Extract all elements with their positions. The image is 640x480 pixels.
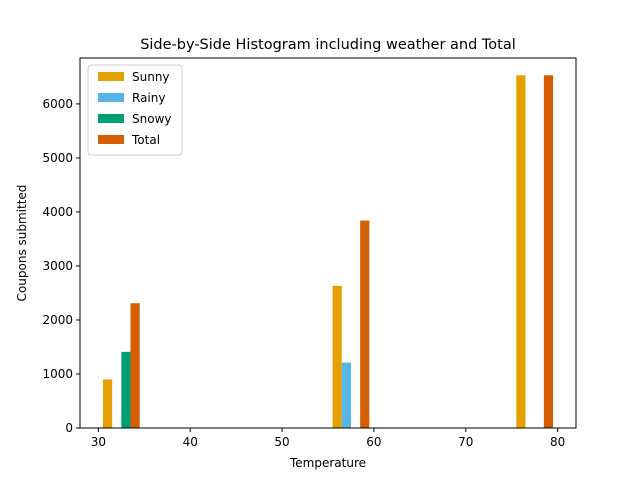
bar-snowy-0 xyxy=(121,351,131,428)
x-tick-label: 40 xyxy=(183,435,198,449)
x-tick-label: 30 xyxy=(91,435,106,449)
legend-swatch-snowy xyxy=(98,114,124,123)
x-axis-label: Temperature xyxy=(289,456,366,470)
legend-swatch-rainy xyxy=(98,93,124,102)
legend-label-rainy: Rainy xyxy=(132,91,165,105)
legend: Sunny Rainy Snowy Total xyxy=(87,64,183,156)
legend-swatch-total xyxy=(98,135,124,144)
y-tick-label: 2000 xyxy=(42,313,73,327)
bar-total-1 xyxy=(360,220,370,428)
legend-label-sunny: Sunny xyxy=(132,70,170,84)
chart-title: Side-by-Side Histogram including weather… xyxy=(140,37,516,53)
bar-rainy-0 xyxy=(341,362,351,428)
x-tick-label: 70 xyxy=(458,435,473,449)
y-tick-label: 6000 xyxy=(42,97,73,111)
bar-total-0 xyxy=(130,303,140,428)
legend-frame xyxy=(87,64,183,156)
x-tick-label: 60 xyxy=(366,435,381,449)
legend-label-total: Total xyxy=(131,133,160,147)
y-tick-label: 4000 xyxy=(42,205,73,219)
y-tick-label: 0 xyxy=(65,421,73,435)
bar-sunny-2 xyxy=(516,75,526,428)
bar-total-2 xyxy=(543,75,554,428)
legend-swatch-sunny xyxy=(98,72,124,81)
y-tick-label: 1000 xyxy=(42,367,73,381)
y-axis-label: Coupons submitted xyxy=(15,185,29,302)
y-tick-label: 3000 xyxy=(42,259,73,273)
bar-sunny-0 xyxy=(102,379,113,428)
bar-sunny-1 xyxy=(332,285,342,428)
x-tick-label: 50 xyxy=(274,435,289,449)
y-tick-label: 5000 xyxy=(42,151,73,165)
legend-label-snowy: Snowy xyxy=(132,112,171,126)
plot-frame xyxy=(79,57,577,429)
x-tick-label: 80 xyxy=(550,435,565,449)
